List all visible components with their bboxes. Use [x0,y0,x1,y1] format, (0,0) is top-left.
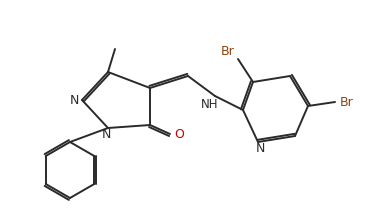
Text: N: N [255,143,265,156]
Text: O: O [174,128,184,141]
Text: NH: NH [201,98,219,110]
Text: N: N [69,94,79,107]
Text: Br: Br [221,45,235,58]
Text: N: N [101,128,111,141]
Text: Br: Br [340,95,354,108]
